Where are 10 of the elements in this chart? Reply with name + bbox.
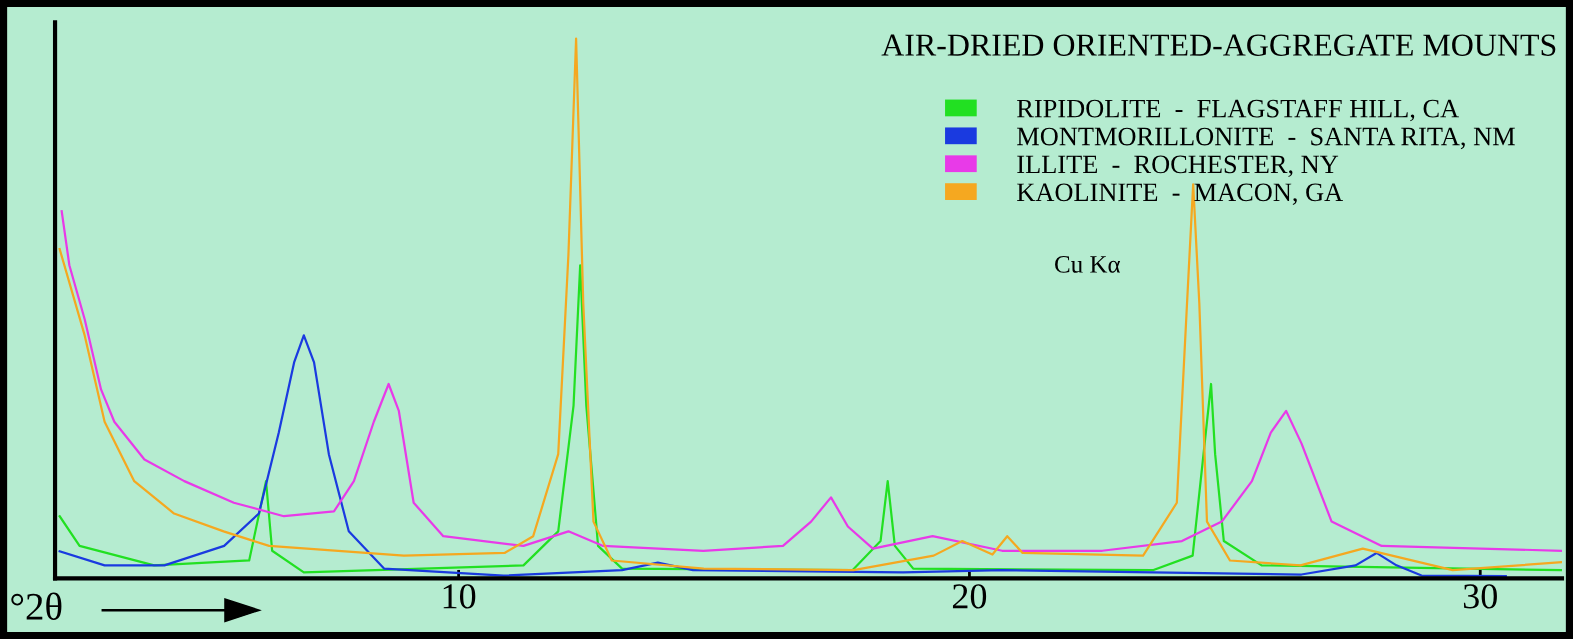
x-tick-label: 20: [952, 584, 987, 609]
x-tick-label: 10: [443, 584, 476, 609]
legend-label: KAOLINITE - MACON, GA: [1017, 183, 1343, 205]
x-tick-label: 30: [1463, 584, 1497, 609]
annotation: Cu Kα: [1055, 255, 1121, 273]
chart-title: AIR-DRIED ORIENTED-AGGREGATE MOUNTS: [881, 34, 1556, 56]
legend-label: ILLITE - ROCHESTER, NY: [1017, 155, 1339, 178]
x-axis-title: °2θ: [11, 592, 62, 620]
legend-label: RIPIDOLITE - FLAGSTAFF HILL, CA: [1017, 99, 1459, 122]
legend-label: MONTMORILLONITE - SANTA RITA, NM: [1017, 127, 1515, 150]
